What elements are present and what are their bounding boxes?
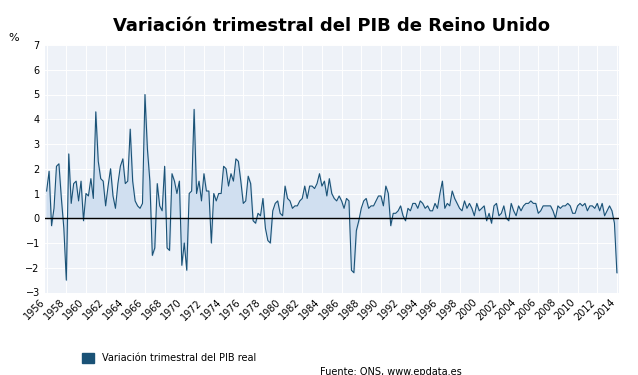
- Title: Variación trimestral del PIB de Reino Unido: Variación trimestral del PIB de Reino Un…: [114, 17, 550, 35]
- Text: Fuente: ONS, www.epdata.es: Fuente: ONS, www.epdata.es: [320, 367, 462, 375]
- Text: %: %: [8, 33, 19, 42]
- Legend: Variación trimestral del PIB real: Variación trimestral del PIB real: [78, 349, 260, 367]
